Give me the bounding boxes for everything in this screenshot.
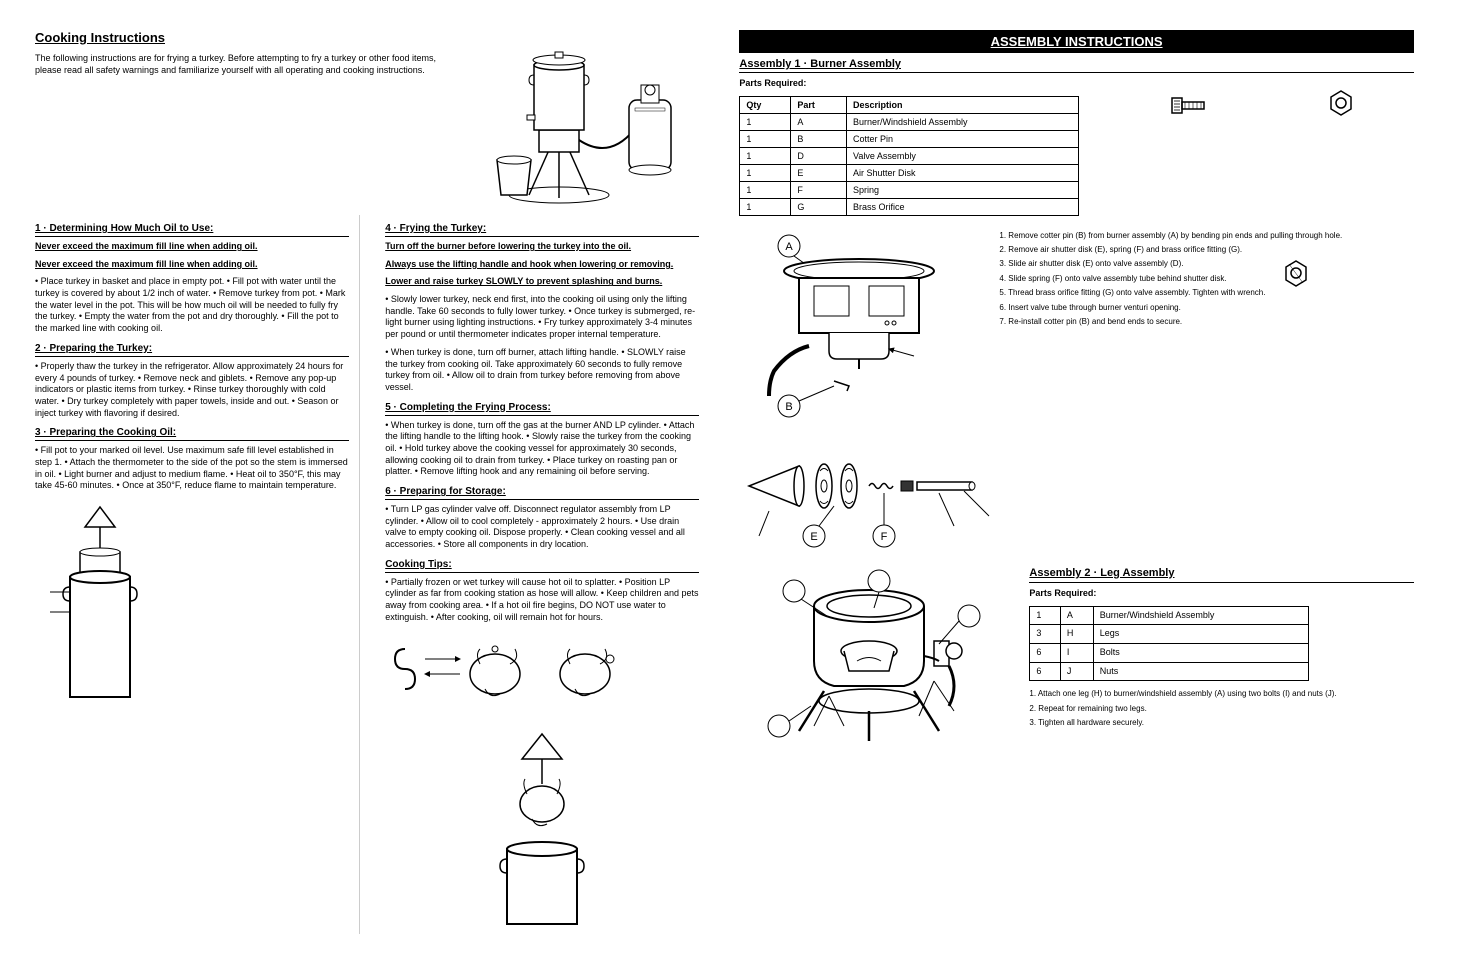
step1-warn1: Never exceed the maximum fill line when …: [35, 241, 349, 253]
assembly-header: ASSEMBLY INSTRUCTIONS: [739, 30, 1413, 53]
step1-warn2: Never exceed the maximum fill line when …: [35, 259, 349, 271]
parts-table-2: 1ABurner/Windshield Assembly3HLegs6IBolt…: [1029, 606, 1309, 682]
table-row: 1BCotter Pin: [740, 130, 1079, 147]
tips-body: • Partially frozen or wet turkey will ca…: [385, 577, 699, 624]
table-row: 6JNuts: [1030, 662, 1309, 681]
parts-req-label: Parts Required:: [739, 78, 1079, 90]
leg-assembly-illustration: [739, 566, 999, 746]
table-row: 3HLegs: [1030, 625, 1309, 644]
cooking-steps-columns: 1 · Determining How Much Oil to Use: Nev…: [35, 215, 709, 934]
table-row: 1DValve Assembly: [740, 147, 1079, 164]
assembly2-content: Assembly 2 · Leg Assembly Parts Required…: [1029, 566, 1413, 733]
table-row: 1FSpring: [740, 181, 1079, 198]
parts-table: Qty Part Description 1ABurner/Windshield…: [739, 96, 1079, 216]
step4-body: • Slowly lower turkey, neck end first, i…: [385, 294, 699, 341]
steps-col-2: 4 · Frying the Turkey: Turn off the burn…: [385, 215, 709, 934]
svg-text:E: E: [811, 531, 818, 543]
step1-text: • Place turkey in basket and place in em…: [35, 276, 349, 334]
assembly1-steps: 1. Remove cotter pin (B) from burner ass…: [999, 231, 1413, 332]
left-top-row: Cooking Instructions The following instr…: [35, 30, 709, 205]
leg-assembly-row: Assembly 2 · Leg Assembly Parts Required…: [739, 566, 1413, 746]
intro-text: The following instructions are for fryin…: [35, 53, 459, 76]
cooking-title: Cooking Instructions: [35, 30, 459, 45]
assembly1-row: Parts Required: Qty Part Description 1AB…: [739, 78, 1413, 216]
step2-header: 2 · Preparing the Turkey:: [35, 343, 349, 357]
step4-header: 4 · Frying the Turkey:: [385, 223, 699, 237]
th-desc: Description: [847, 96, 1079, 113]
assembly2-title: Assembly 2 · Leg Assembly: [1029, 566, 1413, 583]
tips-header: Cooking Tips:: [385, 559, 699, 573]
step5-header: 5 · Completing the Frying Process:: [385, 402, 699, 416]
product-illustration: [479, 30, 709, 205]
assembly2-parts-label: Parts Required:: [1029, 588, 1413, 600]
step1-header: 1 · Determining How Much Oil to Use:: [35, 223, 349, 237]
wing-nut-icon: [1279, 256, 1314, 291]
right-column: ASSEMBLY INSTRUCTIONS Assembly 1 · Burne…: [739, 30, 1413, 934]
left-column: Cooking Instructions The following instr…: [35, 30, 709, 934]
table-row: 1ABurner/Windshield Assembly: [1030, 606, 1309, 625]
table-row: 1EAir Shutter Disk: [740, 164, 1079, 181]
hex-nut-icon: [1326, 88, 1356, 118]
bolt-icon: [1167, 88, 1212, 123]
page-container: Cooking Instructions The following instr…: [35, 30, 1440, 934]
step4-warn3: Lower and raise turkey SLOWLY to prevent…: [385, 276, 699, 288]
burner-bottom-illustration: A: [739, 231, 969, 431]
step3-header: 3 · Preparing the Cooking Oil:: [35, 427, 349, 441]
lift-hook-illustration: [385, 634, 645, 724]
th-qty: Qty: [740, 96, 791, 113]
step5-body: • When turkey is done, turn off the gas …: [385, 420, 699, 478]
svg-text:A: A: [786, 241, 794, 253]
step6-body: • Turn LP gas cylinder valve off. Discon…: [385, 504, 699, 551]
table-row: 1ABurner/Windshield Assembly: [740, 113, 1079, 130]
pot-basket-illustration: [35, 502, 165, 712]
step4-warn1: Turn off the burner before lowering the …: [385, 241, 699, 253]
table-row: 1GBrass Orifice: [740, 198, 1079, 215]
step4-warn2: Always use the lifting handle and hook w…: [385, 259, 699, 271]
th-part: Part: [791, 96, 847, 113]
step6-header: 6 · Preparing for Storage:: [385, 486, 699, 500]
svg-text:F: F: [881, 531, 888, 543]
table-row: 6IBolts: [1030, 644, 1309, 663]
lowering-illustration: [467, 729, 617, 929]
valve-exploded-illustration: E F: [739, 441, 1019, 556]
step2-text: • Properly thaw the turkey in the refrig…: [35, 361, 349, 419]
step4-extra: • When turkey is done, turn off burner, …: [385, 347, 699, 394]
assembly1-title: Assembly 1 · Burner Assembly: [739, 58, 1413, 73]
steps-col-1: 1 · Determining How Much Oil to Use: Nev…: [35, 215, 360, 934]
hardware-icons: [1109, 78, 1413, 123]
step3-text: • Fill pot to your marked oil level. Use…: [35, 445, 349, 492]
svg-text:B: B: [786, 401, 793, 413]
